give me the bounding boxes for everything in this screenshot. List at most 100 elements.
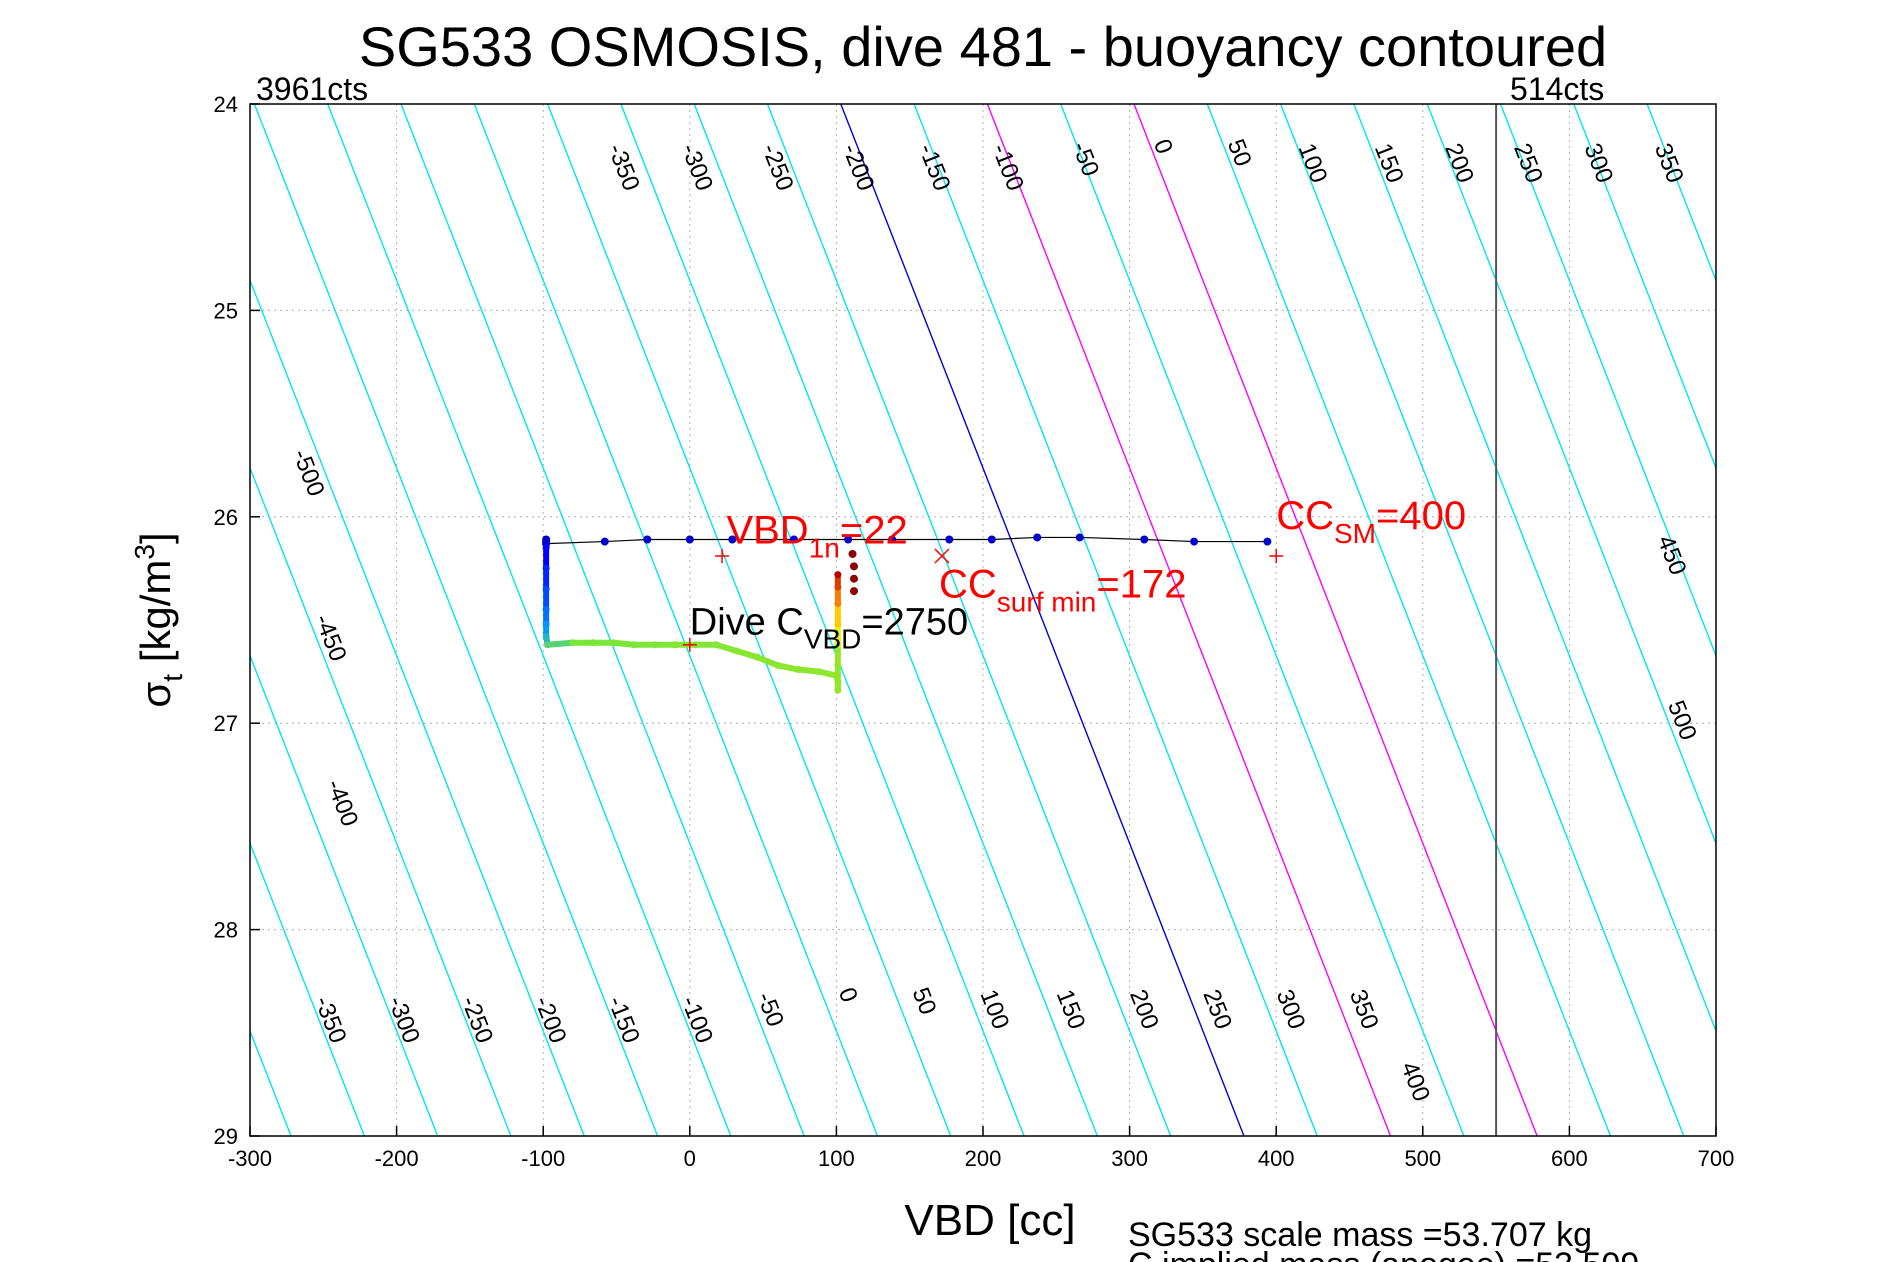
dive-profile-point — [834, 599, 842, 607]
apogee-point — [848, 549, 857, 558]
y-tick-label: 26 — [214, 505, 238, 530]
contour-line — [840, 104, 1245, 1136]
counts-right: 514cts — [1510, 71, 1604, 107]
climb-point — [1033, 533, 1042, 542]
climb-point — [1140, 535, 1149, 544]
annotation-sub: SM — [1334, 518, 1376, 549]
contour-label: 200 — [1124, 986, 1164, 1033]
annotation-divec: Dive CVBD=2750 — [690, 601, 968, 654]
y-axis-ticks: 24 25 26 27 28 29 — [214, 92, 260, 1149]
x-tick-label: -100 — [521, 1146, 565, 1171]
contour-label: 450 — [1652, 532, 1692, 579]
chart-title: SG533 OSMOSIS, dive 481 - buoyancy conto… — [359, 15, 1607, 78]
annotation-sub: 1n — [809, 533, 840, 564]
contour-label: 150 — [1051, 986, 1091, 1033]
contour-line — [1426, 104, 1716, 846]
dive-profile-point — [630, 641, 638, 649]
contour-label: -300 — [382, 992, 425, 1047]
climb-point — [728, 535, 737, 544]
dive-profile-point — [774, 661, 782, 669]
annotation-value: =400 — [1376, 494, 1466, 538]
contour-label: 250 — [1508, 140, 1548, 187]
y-label-sup: 3 — [129, 544, 160, 560]
apogee-point — [849, 587, 858, 596]
dive-profile-point — [834, 686, 842, 694]
dive-profile-point — [589, 639, 597, 647]
y-label-rest: [kg/m — [132, 560, 179, 674]
contour-line — [1060, 104, 1465, 1136]
contour-label: 400 — [1395, 1058, 1435, 1105]
x-tick-label: 0 — [684, 1146, 696, 1171]
contour-label: 100 — [1293, 140, 1333, 187]
annotation-sub: surf min — [997, 586, 1097, 617]
dive-profile-point — [733, 647, 741, 655]
contour-line — [913, 104, 1318, 1136]
dive-profile-point — [542, 606, 550, 614]
x-tick-label: -200 — [375, 1146, 419, 1171]
contour-label: -250 — [756, 140, 799, 195]
contour-label: 50 — [1222, 136, 1257, 171]
dive-profile-segment — [754, 654, 781, 669]
y-tick-label: 24 — [214, 92, 238, 117]
dive-profile-point — [651, 641, 659, 649]
footer-implied-mass: C implied mass (apogee) =53.509 — [1128, 1246, 1639, 1262]
x-tick-label: 300 — [1111, 1146, 1148, 1171]
x-tick-label: -300 — [228, 1146, 272, 1171]
contour-line — [250, 278, 585, 1136]
climb-point — [987, 535, 996, 544]
contour-line — [327, 104, 732, 1136]
y-tick-label: 25 — [214, 298, 238, 323]
y-axis-label: σt [kg/m3] — [129, 532, 188, 707]
x-axis-ticks: -300 -200 -100 0 100 200 300 400 500 600 700 — [228, 1126, 1734, 1171]
dive-data — [542, 533, 1272, 694]
dive-profile-point — [542, 564, 550, 572]
climb-point — [685, 535, 694, 544]
dive-profile-segment — [733, 647, 761, 661]
footer-implied-base: C — [1128, 1246, 1153, 1262]
plus-marker — [1269, 549, 1284, 564]
contour-line — [620, 104, 1025, 1136]
contour-line — [693, 104, 1099, 1136]
annotation-base: VBD — [726, 509, 808, 553]
annotation-ccsm: CCSM=400 — [1276, 494, 1466, 549]
x-tick-label: 200 — [965, 1146, 1002, 1171]
contour-line — [250, 841, 366, 1136]
footer-implied-rest: implied mass (apogee) =53.509 — [1153, 1246, 1640, 1262]
contour-label: -450 — [309, 611, 352, 666]
x-tick-label: 100 — [818, 1146, 855, 1171]
footer-scale-mass: SG533 scale mass =53.707 kg — [1128, 1216, 1592, 1254]
contour-label: 50 — [907, 984, 942, 1019]
contour-label: 300 — [1579, 140, 1619, 187]
contour-label: 0 — [833, 984, 863, 1006]
contour-label: -200 — [529, 992, 572, 1047]
dive-profile-point — [794, 666, 802, 674]
dive-profile-segment — [713, 641, 740, 654]
annotation-ccsurf: CCsurf min=172 — [939, 562, 1186, 617]
dive-profile-segment — [544, 639, 576, 648]
annotation-vbd1n: VBD1n=22 — [726, 509, 907, 564]
contour-label: 500 — [1662, 697, 1702, 744]
marker-stroke — [934, 548, 950, 564]
x-tick-label: 500 — [1404, 1146, 1441, 1171]
dive-profile-point — [569, 639, 577, 647]
dive-profile-point — [542, 544, 550, 552]
climb-point — [945, 535, 954, 544]
x-marker — [934, 548, 950, 564]
climb-point — [1263, 537, 1272, 546]
contour-line — [400, 104, 805, 1136]
annotation-base: CC — [1276, 494, 1334, 538]
climb-point — [1075, 533, 1084, 542]
contour-line — [0, 104, 218, 1136]
dive-profile-point — [542, 633, 550, 641]
contour-label: 250 — [1197, 986, 1237, 1033]
dive-profile-point — [712, 641, 720, 649]
contour-label: -150 — [602, 992, 645, 1047]
dive-profile-point — [832, 672, 840, 680]
contour-label: -50 — [1066, 138, 1104, 180]
contour-line — [1353, 104, 1716, 1033]
contour-line — [766, 104, 1172, 1136]
dive-profile-point — [753, 653, 761, 661]
climb-point — [643, 535, 652, 544]
y-label-base: σ — [132, 682, 179, 708]
